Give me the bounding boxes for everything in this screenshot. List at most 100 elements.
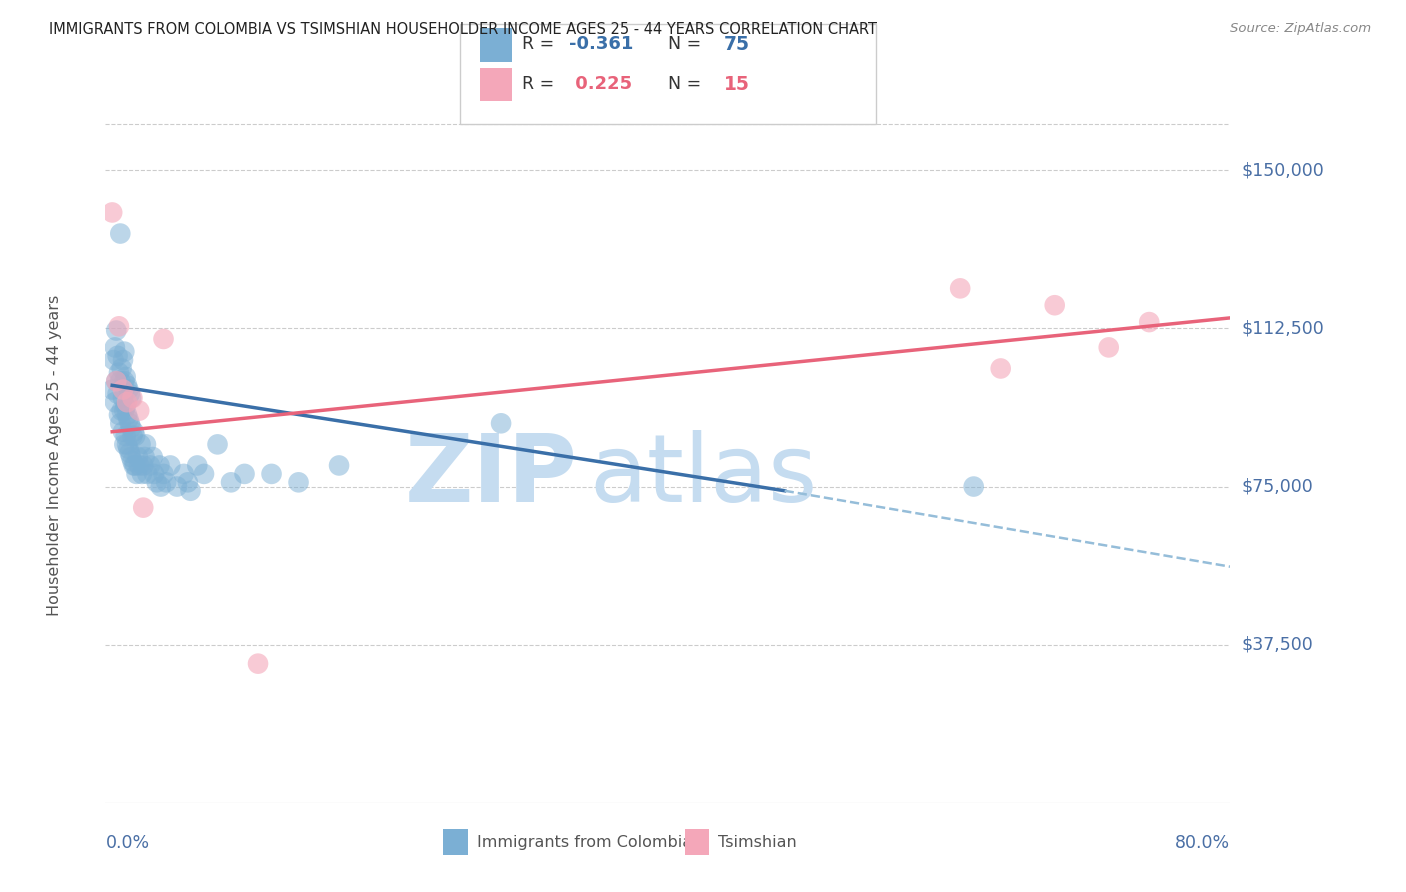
Text: 0.225: 0.225 bbox=[569, 75, 631, 93]
Text: Source: ZipAtlas.com: Source: ZipAtlas.com bbox=[1230, 22, 1371, 36]
Point bbox=[128, 458, 150, 473]
Point bbox=[120, 391, 142, 405]
Point bbox=[149, 479, 172, 493]
Point bbox=[129, 437, 152, 451]
Point bbox=[963, 479, 986, 493]
Point bbox=[112, 403, 135, 417]
Text: -0.361: -0.361 bbox=[569, 36, 633, 54]
Point bbox=[489, 417, 512, 431]
Text: Householder Income Ages 25 - 44 years: Householder Income Ages 25 - 44 years bbox=[48, 294, 62, 615]
Point bbox=[180, 483, 202, 498]
Point bbox=[1043, 298, 1066, 312]
Point bbox=[112, 374, 135, 388]
Point bbox=[152, 467, 174, 481]
Point bbox=[111, 391, 134, 405]
Point bbox=[260, 467, 283, 481]
Point bbox=[328, 458, 350, 473]
Point bbox=[115, 378, 138, 392]
Text: 0.0%: 0.0% bbox=[105, 834, 149, 852]
Point bbox=[104, 395, 127, 409]
Point bbox=[114, 370, 136, 384]
Point bbox=[949, 281, 972, 295]
Text: 80.0%: 80.0% bbox=[1175, 834, 1230, 852]
Point bbox=[114, 400, 136, 414]
Point bbox=[111, 353, 134, 368]
Point bbox=[145, 475, 167, 490]
Point bbox=[152, 332, 174, 346]
Point bbox=[104, 340, 127, 354]
Point bbox=[118, 417, 141, 431]
Point bbox=[193, 467, 215, 481]
FancyBboxPatch shape bbox=[479, 68, 512, 102]
Point bbox=[101, 205, 124, 219]
Point bbox=[115, 408, 138, 422]
Point bbox=[132, 500, 155, 515]
Text: $37,500: $37,500 bbox=[1241, 636, 1313, 654]
Point bbox=[121, 429, 143, 443]
Point bbox=[135, 437, 157, 451]
Point bbox=[1098, 340, 1121, 354]
Point bbox=[105, 324, 128, 338]
Point bbox=[287, 475, 309, 490]
Point bbox=[112, 437, 135, 451]
Point bbox=[103, 353, 125, 368]
Text: N =: N = bbox=[657, 75, 706, 93]
Point bbox=[990, 361, 1012, 376]
Point bbox=[122, 458, 145, 473]
Point bbox=[127, 450, 149, 464]
Point bbox=[128, 403, 150, 417]
Text: 15: 15 bbox=[724, 75, 749, 94]
Point bbox=[108, 408, 131, 422]
Text: Immigrants from Colombia: Immigrants from Colombia bbox=[477, 835, 692, 850]
Point bbox=[142, 450, 165, 464]
Point bbox=[111, 403, 134, 417]
Point bbox=[105, 374, 128, 388]
FancyBboxPatch shape bbox=[685, 829, 710, 855]
Point bbox=[173, 467, 195, 481]
Point bbox=[110, 227, 132, 241]
Point bbox=[108, 319, 131, 334]
Text: R =: R = bbox=[522, 36, 560, 54]
Point bbox=[159, 458, 181, 473]
Point bbox=[124, 458, 146, 473]
Point bbox=[143, 467, 166, 481]
Text: $112,500: $112,500 bbox=[1241, 319, 1324, 337]
Point bbox=[125, 467, 148, 481]
FancyBboxPatch shape bbox=[443, 829, 468, 855]
Point bbox=[166, 479, 188, 493]
Text: R =: R = bbox=[522, 75, 560, 93]
FancyBboxPatch shape bbox=[479, 29, 512, 62]
Point bbox=[121, 454, 143, 468]
Point bbox=[117, 412, 139, 426]
Point bbox=[207, 437, 229, 451]
Text: 75: 75 bbox=[724, 35, 749, 54]
Text: $75,000: $75,000 bbox=[1241, 477, 1313, 496]
FancyBboxPatch shape bbox=[460, 23, 876, 124]
Point bbox=[117, 442, 139, 456]
Point bbox=[186, 458, 208, 473]
Text: atlas: atlas bbox=[589, 430, 817, 522]
Point bbox=[115, 395, 138, 409]
Point bbox=[131, 467, 153, 481]
Point bbox=[111, 361, 134, 376]
Point bbox=[148, 458, 170, 473]
Point bbox=[107, 386, 129, 401]
Point bbox=[155, 475, 177, 490]
Text: IMMIGRANTS FROM COLOMBIA VS TSIMSHIAN HOUSEHOLDER INCOME AGES 25 - 44 YEARS CORR: IMMIGRANTS FROM COLOMBIA VS TSIMSHIAN HO… bbox=[49, 22, 877, 37]
Point bbox=[247, 657, 270, 671]
Point bbox=[110, 374, 132, 388]
Point bbox=[120, 420, 142, 434]
Point bbox=[134, 450, 156, 464]
Point bbox=[233, 467, 256, 481]
Text: Tsimshian: Tsimshian bbox=[718, 835, 797, 850]
Point bbox=[219, 475, 242, 490]
Point bbox=[105, 374, 128, 388]
Point bbox=[136, 467, 159, 481]
Point bbox=[111, 383, 134, 397]
Point bbox=[120, 450, 142, 464]
Point bbox=[111, 425, 134, 439]
Point bbox=[117, 383, 139, 397]
Point bbox=[139, 458, 162, 473]
Point bbox=[118, 446, 141, 460]
Point bbox=[115, 437, 138, 451]
